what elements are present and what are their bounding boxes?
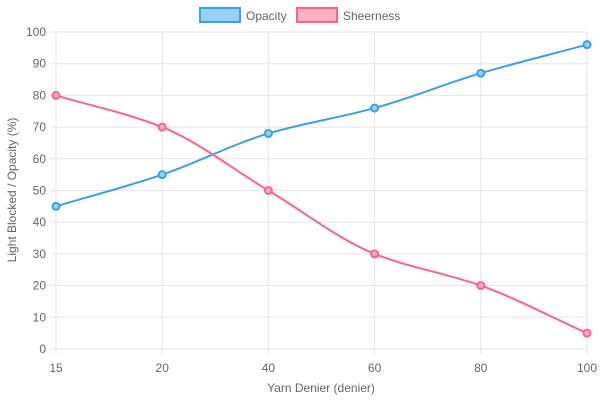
legend-swatch-sheerness bbox=[296, 7, 338, 23]
legend-swatch-opacity bbox=[199, 7, 241, 23]
y-tick-label: 100 bbox=[26, 25, 46, 39]
data-point-opacity[interactable] bbox=[370, 103, 380, 113]
x-tick-label: 80 bbox=[474, 361, 488, 375]
y-tick-label: 0 bbox=[39, 342, 46, 356]
grid-lines bbox=[50, 31, 588, 355]
y-tick-label: 20 bbox=[33, 279, 47, 293]
data-point-opacity[interactable] bbox=[51, 201, 61, 211]
series-lines bbox=[55, 43, 588, 335]
series-points bbox=[51, 40, 592, 338]
legend-label-opacity: Opacity bbox=[246, 9, 287, 23]
legend-item-opacity[interactable]: Opacity bbox=[199, 7, 287, 23]
y-tick-label: 80 bbox=[33, 88, 47, 102]
y-tick-label: 70 bbox=[33, 120, 47, 134]
x-tick-label: 20 bbox=[156, 361, 170, 375]
y-tick-label: 60 bbox=[33, 152, 47, 166]
data-point-sheerness[interactable] bbox=[370, 249, 380, 259]
data-point-sheerness[interactable] bbox=[157, 122, 167, 132]
y-axis-ticks: 0 10 20 30 40 50 60 70 80 90 100 bbox=[26, 25, 46, 356]
series-line-opacity bbox=[55, 43, 588, 208]
legend-label-sheerness: Sheerness bbox=[343, 9, 400, 23]
legend: Opacity Sheerness bbox=[199, 7, 400, 23]
x-axis-ticks: 15 20 40 60 80 100 bbox=[49, 361, 597, 375]
data-point-opacity[interactable] bbox=[582, 40, 592, 50]
legend-item-sheerness[interactable]: Sheerness bbox=[296, 7, 400, 23]
y-tick-label: 50 bbox=[33, 184, 47, 198]
y-tick-label: 10 bbox=[33, 310, 47, 324]
data-point-opacity[interactable] bbox=[476, 68, 486, 78]
y-axis-title: Light Blocked / Opacity (%) bbox=[5, 118, 19, 263]
x-tick-label: 15 bbox=[49, 361, 63, 375]
x-axis-title: Yarn Denier (denier) bbox=[267, 381, 375, 395]
x-tick-label: 40 bbox=[262, 361, 276, 375]
y-tick-label: 90 bbox=[33, 57, 47, 71]
data-point-sheerness[interactable] bbox=[476, 281, 486, 291]
series-line-sheerness bbox=[55, 94, 588, 335]
data-point-sheerness[interactable] bbox=[582, 328, 592, 338]
data-point-sheerness[interactable] bbox=[263, 186, 273, 195]
y-tick-label: 30 bbox=[33, 247, 47, 261]
x-tick-label: 100 bbox=[577, 361, 597, 375]
data-point-opacity[interactable] bbox=[263, 128, 273, 138]
data-point-opacity[interactable] bbox=[157, 170, 167, 180]
y-tick-label: 40 bbox=[33, 215, 47, 229]
x-tick-label: 60 bbox=[368, 361, 382, 375]
data-point-sheerness[interactable] bbox=[51, 90, 61, 100]
